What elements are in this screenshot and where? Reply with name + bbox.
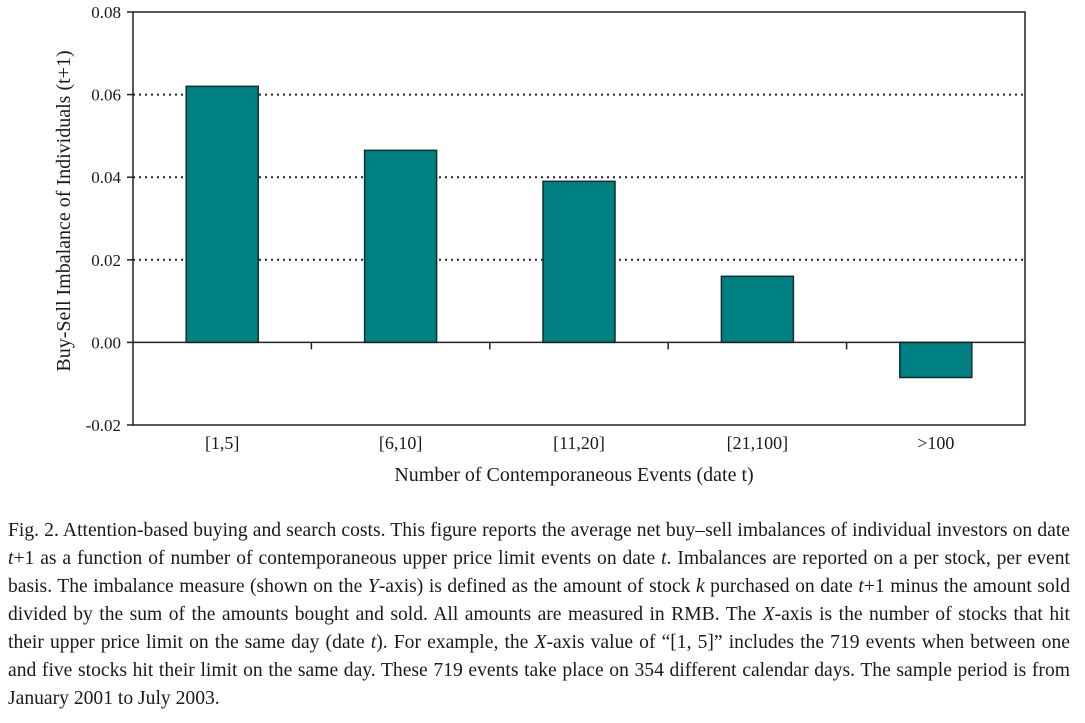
y-tick-label: 0.04 — [91, 168, 121, 187]
caption-var-t: t — [661, 548, 667, 569]
x-tick-label: [21,100] — [727, 433, 789, 453]
caption-var-y: Y — [367, 576, 379, 597]
figure-caption: Fig. 2. Attention-based buying and searc… — [8, 517, 1070, 713]
y-axis-title: Buy-Sell Imbalance of Individuals (t+1) — [53, 50, 75, 371]
caption-text-1: Fig. 2. Attention-based buying and searc… — [8, 520, 1070, 541]
x-tick-label: [1,5] — [205, 433, 240, 453]
y-tick-labels: -0.02 0.00 0.02 0.04 0.06 0.08 — [86, 3, 122, 435]
caption-text-3: . Imbalances are reported on a per stock… — [8, 548, 1070, 597]
caption-var-k: k — [695, 576, 705, 597]
caption-var-x: X — [534, 632, 547, 653]
x-tick-label: >100 — [917, 433, 954, 453]
caption-text-7: -axis is the number of stocks that hit t… — [8, 604, 1071, 653]
caption-var-t: t — [370, 632, 377, 653]
bar — [363, 149, 438, 344]
caption-text-8: ). For example, the — [376, 632, 535, 653]
caption-var-t: t — [858, 576, 864, 597]
caption-text-2: +1 as a function of number of contempora… — [13, 548, 662, 569]
plot-frame — [132, 11, 1026, 426]
x-tick-label: [6,10] — [379, 433, 423, 453]
bar — [720, 275, 795, 344]
caption-var-t: t — [8, 548, 14, 569]
y-tick-label: 0.08 — [91, 3, 121, 22]
caption-text-4: -axis) is defined as the amount of stock — [378, 576, 696, 597]
bars — [185, 85, 973, 379]
axes — [127, 11, 1026, 426]
bar — [185, 85, 259, 344]
bar-chart: -0.02 0.00 0.02 0.04 0.06 0.08 [1,5] [6,10] [11… — [53, 3, 1026, 486]
y-tick-label: 0.06 — [91, 86, 121, 105]
bar — [542, 180, 616, 344]
bar — [899, 341, 973, 379]
caption-var-x: X — [762, 604, 775, 625]
x-tick-labels: [1,5] [6,10] [11,20] [21,100] >100 — [205, 433, 954, 453]
y-tick-label: -0.02 — [86, 416, 121, 435]
x-axis-title: Number of Contemporaneous Events (date t… — [394, 464, 753, 486]
caption-text-5: purchased on date — [704, 576, 859, 597]
y-tick-label: 0.00 — [91, 333, 121, 352]
x-tick-label: [11,20] — [553, 433, 605, 453]
caption-text-9: -axis value of “[1, 5]” includes the 719… — [8, 632, 1070, 709]
caption-text-6: +1 minus the amount sold divided by the … — [8, 576, 1071, 625]
y-tick-label: 0.02 — [91, 251, 121, 270]
